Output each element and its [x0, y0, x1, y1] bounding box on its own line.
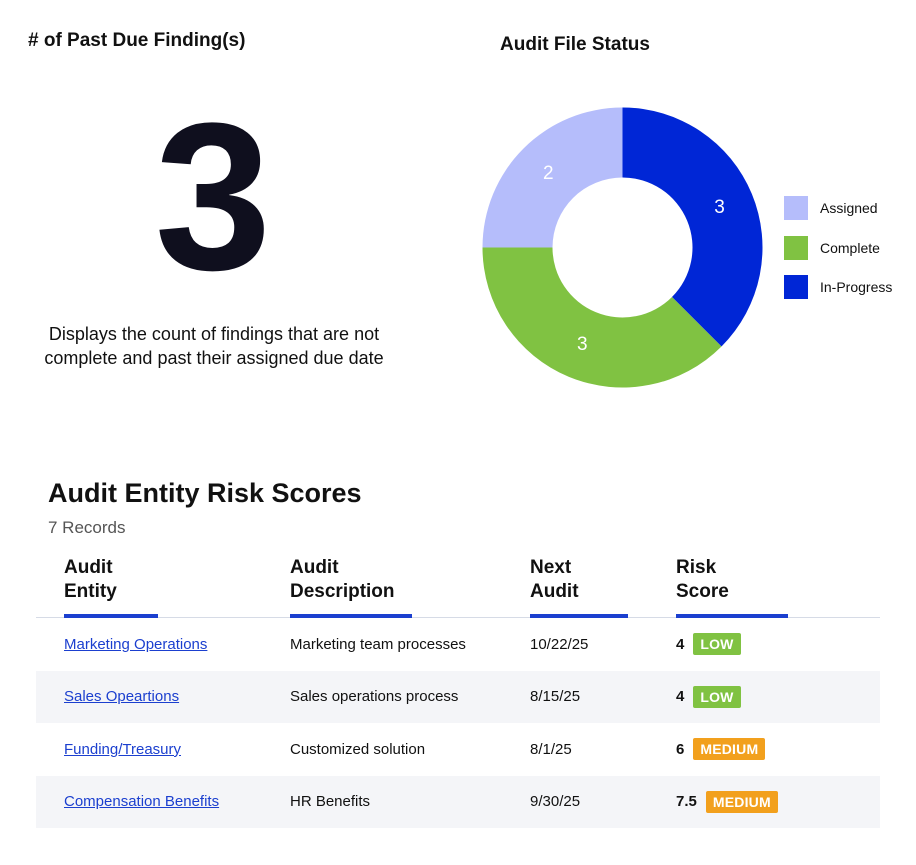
legend-swatch-complete	[784, 235, 808, 260]
next-audit-cell: 8/1/25	[530, 740, 572, 758]
chart-legend: Assigned Complete In-Progress	[784, 196, 892, 315]
column-header-audit-description[interactable]: Audit Description	[290, 556, 395, 604]
audit-description-cell: Marketing team processes	[290, 635, 466, 653]
table-row: Marketing Operations Marketing team proc…	[36, 618, 880, 671]
column-header-line: Description	[290, 581, 395, 602]
kpi-value: 3	[154, 79, 272, 314]
column-header-line: Next	[530, 557, 572, 578]
record-count: 7 Records	[48, 518, 126, 537]
risk-score-cell: 7.5 MEDIUM	[676, 776, 778, 829]
audit-entity-link[interactable]: Funding/Treasury	[64, 740, 181, 758]
legend-item-assigned[interactable]: Assigned	[784, 196, 892, 220]
column-header-line: Score	[676, 581, 729, 602]
risk-table-title: Audit Entity Risk Scores	[48, 478, 362, 508]
column-underline	[290, 614, 412, 618]
column-header-line: Risk	[676, 557, 717, 578]
legend-swatch-assigned	[784, 196, 808, 220]
risk-level-badge: LOW	[693, 633, 741, 656]
audit-entity-cell: Funding/Treasury	[64, 723, 181, 776]
donut-data-label: 3	[714, 197, 725, 218]
column-underline	[676, 614, 788, 618]
table-row: Compensation Benefits HR Benefits 9/30/2…	[36, 775, 880, 829]
legend-item-in-progress[interactable]: In-Progress	[784, 275, 892, 299]
risk-score-cell: 4 LOW	[676, 618, 741, 671]
audit-entity-cell: Compensation Benefits	[64, 776, 219, 829]
risk-level-badge: MEDIUM	[693, 738, 766, 761]
audit-description-cell: Sales operations process	[290, 688, 459, 706]
kpi-description: Displays the count of findings that are …	[44, 324, 384, 368]
column-header-line: Audit	[64, 557, 113, 578]
table-header: Audit Entity Audit Description Next Audi…	[36, 556, 880, 618]
legend-item-complete[interactable]: Complete	[784, 235, 892, 260]
kpi-title: # of Past Due Finding(s)	[28, 30, 246, 51]
donut-data-label: 3	[577, 334, 588, 355]
donut-slice-in-progress[interactable]	[622, 107, 763, 347]
column-header-line: Audit	[290, 557, 339, 578]
risk-score-cell: 6 MEDIUM	[676, 723, 766, 776]
donut-slice-assigned[interactable]	[482, 107, 623, 248]
audit-entity-link[interactable]: Compensation Benefits	[64, 793, 220, 811]
column-header-risk-score[interactable]: Risk Score	[676, 556, 729, 604]
legend-label-assigned: Assigned	[820, 200, 878, 216]
risk-score-value: 4	[676, 688, 685, 706]
legend-label-complete: Complete	[820, 239, 880, 256]
chart-title: Audit File Status	[500, 34, 650, 55]
column-header-line: Entity	[64, 581, 117, 602]
column-underline	[64, 614, 158, 618]
risk-level-badge: MEDIUM	[705, 790, 778, 813]
audit-file-status-donut: 3 3 2	[482, 107, 763, 388]
audit-entity-link[interactable]: Marketing Operations	[64, 635, 208, 653]
audit-entity-cell: Sales Opeartions	[64, 671, 179, 724]
table-row: Sales Opeartions Sales operations proces…	[36, 670, 880, 724]
risk-score-value: 4	[676, 635, 685, 653]
audit-entity-cell: Marketing Operations	[64, 618, 207, 671]
column-header-next-audit[interactable]: Next Audit	[530, 556, 579, 604]
donut-slice-complete[interactable]	[482, 247, 722, 388]
risk-scores-table: Audit Entity Audit Description Next Audi…	[36, 556, 880, 828]
column-underline	[530, 614, 628, 618]
risk-score-cell: 4 LOW	[676, 671, 741, 724]
risk-score-value: 7.5	[676, 793, 697, 811]
audit-description-cell: HR Benefits	[290, 793, 371, 811]
audit-description-cell: Customized solution	[290, 740, 426, 758]
next-audit-cell: 10/22/25	[530, 635, 589, 653]
risk-score-value: 6	[676, 740, 685, 758]
column-header-line: Audit	[530, 581, 579, 602]
next-audit-cell: 8/15/25	[530, 688, 581, 706]
next-audit-cell: 9/30/25	[530, 793, 581, 811]
table-row: Funding/Treasury Customized solution 8/1…	[36, 723, 880, 776]
column-header-audit-entity[interactable]: Audit Entity	[64, 556, 117, 604]
legend-swatch-in-progress	[784, 275, 808, 299]
legend-label-in-progress: In-Progress	[820, 279, 893, 295]
risk-level-badge: LOW	[693, 685, 741, 708]
audit-entity-link[interactable]: Sales Opeartions	[64, 688, 180, 706]
donut-data-label: 2	[543, 163, 554, 184]
